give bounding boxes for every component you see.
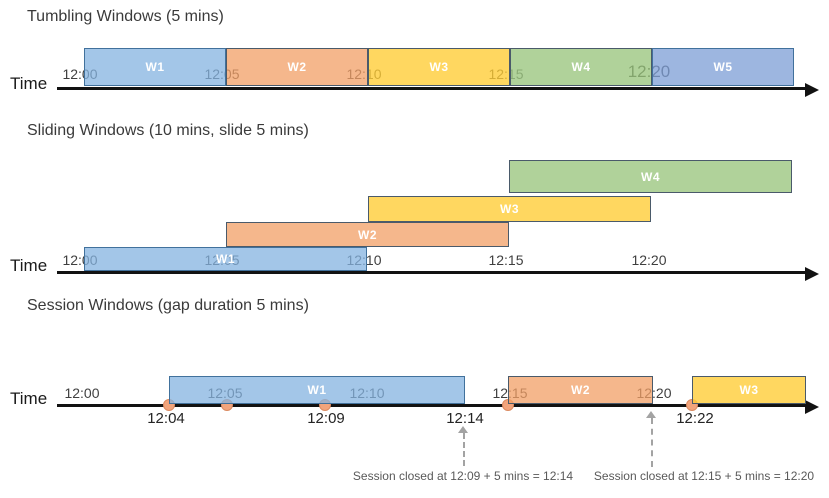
section-title-tumbling: Tumbling Windows (5 mins): [27, 8, 224, 25]
event-time-label: 12:14: [446, 410, 484, 427]
tick-label: 12:20: [631, 252, 667, 268]
tick-label: 12:15: [488, 252, 524, 268]
callout-arrow-line: [651, 418, 653, 467]
timeline-arrowhead-icon: [805, 400, 819, 414]
section-title-sliding: Sliding Windows (10 mins, slide 5 mins): [27, 122, 309, 139]
time-axis-label: Time: [10, 74, 48, 93]
window-box-w2: W2: [226, 222, 509, 247]
window-label: W5: [713, 60, 733, 74]
window-box-w2: W2: [226, 48, 368, 86]
timeline-arrowhead-icon: [805, 267, 819, 281]
callout-arrow-tip-icon: [458, 426, 468, 433]
window-label: W4: [641, 169, 660, 184]
tick-label: 12:00: [64, 385, 100, 401]
window-box-w4: W4: [509, 160, 792, 193]
callout-arrow-tip-icon: [646, 411, 656, 418]
window-label: W3: [429, 60, 449, 74]
callout-arrow-line: [463, 433, 465, 466]
window-box-w5: W5: [652, 48, 794, 86]
window-label: W1: [145, 60, 165, 74]
callout-text: Session closed at 12:15 + 5 mins = 12:20: [593, 469, 815, 483]
event-time-label: 12:22: [676, 410, 714, 427]
window-box-w3: W3: [368, 48, 510, 86]
window-box-w2: W2: [508, 376, 653, 404]
timeline-axis: [57, 271, 806, 274]
section-title-session: Session Windows (gap duration 5 mins): [27, 297, 309, 314]
time-axis-label: Time: [10, 389, 48, 408]
window-box-w1: W1: [84, 247, 367, 271]
window-box-w1: W1: [169, 376, 465, 404]
window-label: W2: [571, 383, 590, 397]
event-time-label: 12:09: [307, 410, 345, 427]
timeline-axis: [57, 87, 806, 90]
time-axis-label: Time: [10, 256, 48, 275]
timeline-axis: [57, 404, 806, 407]
window-label: W3: [500, 202, 519, 216]
window-box-w3: W3: [368, 196, 651, 222]
window-box-w1: W1: [84, 48, 226, 86]
window-box-w3: W3: [692, 376, 806, 404]
timeline-arrowhead-icon: [805, 83, 819, 97]
window-label: W3: [739, 383, 759, 397]
window-label: W1: [307, 383, 327, 397]
window-label: W2: [358, 227, 377, 242]
window-label: W1: [216, 252, 235, 266]
event-time-label: 12:04: [147, 410, 185, 427]
window-box-w4: W4: [510, 48, 652, 86]
window-label: W2: [287, 60, 307, 74]
window-label: W4: [571, 60, 591, 74]
callout-text: Session closed at 12:09 + 5 mins = 12:14: [352, 469, 574, 483]
